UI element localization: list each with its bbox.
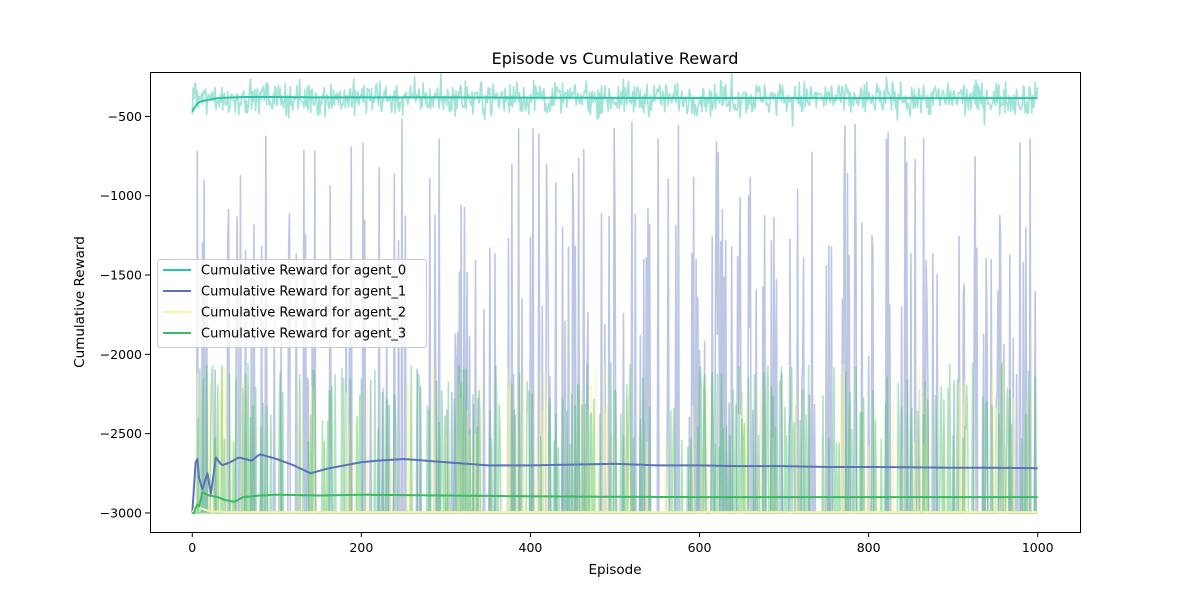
legend: Cumulative Reward for agent_0 Cumulative … xyxy=(157,259,427,348)
y-tick-label: −1500 xyxy=(100,268,142,283)
y-tick-label: −2500 xyxy=(100,426,142,441)
legend-box xyxy=(157,259,427,348)
x-tick-label: 800 xyxy=(857,540,881,555)
legend-label: Cumulative Reward for agent_2 xyxy=(201,306,406,321)
legend-label: Cumulative Reward for agent_0 xyxy=(201,264,406,279)
y-tick-label: −3000 xyxy=(100,505,142,520)
y-axis: −3000 −2500 −2000 −1500 −1000 −500 xyxy=(100,109,150,520)
avg-line-agent-0 xyxy=(191,96,1038,113)
legend-label: Cumulative Reward for agent_1 xyxy=(201,285,406,300)
avg-line-agent-2 xyxy=(191,504,1038,514)
y-tick-label: −500 xyxy=(108,109,142,124)
x-axis: 0 200 400 600 800 1000 xyxy=(188,532,1054,555)
x-tick-label: 200 xyxy=(349,540,373,555)
chart-title: Episode vs Cumulative Reward xyxy=(492,49,739,68)
y-tick-label: −2000 xyxy=(100,347,142,362)
raw-line-agent-0 xyxy=(191,72,1039,127)
x-tick-label: 400 xyxy=(519,540,543,555)
x-tick-label: 1000 xyxy=(1022,540,1054,555)
avg-line-agent-1 xyxy=(191,453,1038,514)
x-tick-label: 0 xyxy=(188,540,196,555)
y-axis-label: Cumulative Reward xyxy=(72,236,88,368)
avg-series-group xyxy=(191,96,1038,514)
y-tick-label: −1000 xyxy=(100,188,142,203)
plot-frame xyxy=(150,72,1081,533)
x-axis-label: Episode xyxy=(588,562,641,578)
legend-label: Cumulative Reward for agent_3 xyxy=(201,327,406,342)
x-tick-label: 600 xyxy=(688,540,712,555)
avg-line-agent-3 xyxy=(192,491,1038,514)
plot-area xyxy=(150,72,1081,533)
